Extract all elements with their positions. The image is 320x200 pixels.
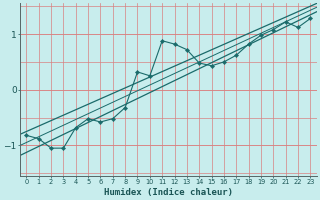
X-axis label: Humidex (Indice chaleur): Humidex (Indice chaleur) bbox=[104, 188, 233, 197]
